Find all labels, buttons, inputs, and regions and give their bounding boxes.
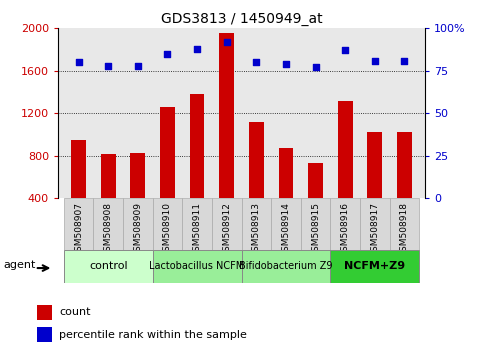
Point — [164, 51, 171, 57]
Point — [253, 59, 260, 65]
Point — [371, 58, 379, 63]
Bar — [212, 198, 242, 250]
Bar — [37, 305, 53, 320]
Point — [75, 59, 83, 65]
Bar — [101, 154, 116, 198]
Bar — [338, 101, 353, 198]
Point — [400, 58, 408, 63]
Bar — [153, 198, 182, 250]
Bar — [94, 198, 123, 250]
Bar — [219, 33, 234, 198]
Bar — [242, 250, 330, 283]
Text: GSM508907: GSM508907 — [74, 202, 83, 257]
Title: GDS3813 / 1450949_at: GDS3813 / 1450949_at — [161, 12, 322, 26]
Text: GSM508914: GSM508914 — [282, 202, 290, 257]
Point — [341, 47, 349, 53]
Bar — [360, 198, 389, 250]
Text: Bifidobacterium Z9: Bifidobacterium Z9 — [239, 261, 333, 272]
Bar — [64, 198, 94, 250]
Bar — [123, 198, 153, 250]
Text: GSM508909: GSM508909 — [133, 202, 142, 257]
Bar — [37, 327, 53, 342]
Bar — [71, 140, 86, 198]
Bar — [367, 132, 382, 198]
Text: GSM508913: GSM508913 — [252, 202, 261, 257]
Text: NCFM+Z9: NCFM+Z9 — [344, 261, 405, 272]
Text: control: control — [89, 261, 128, 272]
Point — [223, 39, 230, 45]
Bar — [130, 153, 145, 198]
Text: GSM508911: GSM508911 — [193, 202, 201, 257]
Text: GSM508915: GSM508915 — [311, 202, 320, 257]
Bar — [389, 198, 419, 250]
Bar — [153, 250, 242, 283]
Bar — [301, 198, 330, 250]
Bar — [160, 107, 175, 198]
Text: GSM508917: GSM508917 — [370, 202, 379, 257]
Bar — [190, 94, 204, 198]
Bar — [182, 198, 212, 250]
Point — [134, 63, 142, 69]
Point — [312, 64, 319, 70]
Text: count: count — [59, 307, 90, 317]
Bar — [249, 122, 264, 198]
Point — [282, 61, 290, 67]
Bar — [279, 148, 293, 198]
Point — [193, 46, 201, 52]
Text: GSM508910: GSM508910 — [163, 202, 172, 257]
Bar — [64, 250, 153, 283]
Bar — [330, 198, 360, 250]
Text: GSM508912: GSM508912 — [222, 202, 231, 257]
Bar — [330, 250, 419, 283]
Bar — [397, 132, 412, 198]
Point — [104, 63, 112, 69]
Bar — [242, 198, 271, 250]
Text: agent: agent — [3, 260, 35, 270]
Bar — [308, 163, 323, 198]
Text: GSM508918: GSM508918 — [400, 202, 409, 257]
Text: GSM508916: GSM508916 — [341, 202, 350, 257]
Text: percentile rank within the sample: percentile rank within the sample — [59, 330, 247, 339]
Text: GSM508908: GSM508908 — [104, 202, 113, 257]
Bar — [271, 198, 301, 250]
Text: Lactobacillus NCFM: Lactobacillus NCFM — [149, 261, 245, 272]
